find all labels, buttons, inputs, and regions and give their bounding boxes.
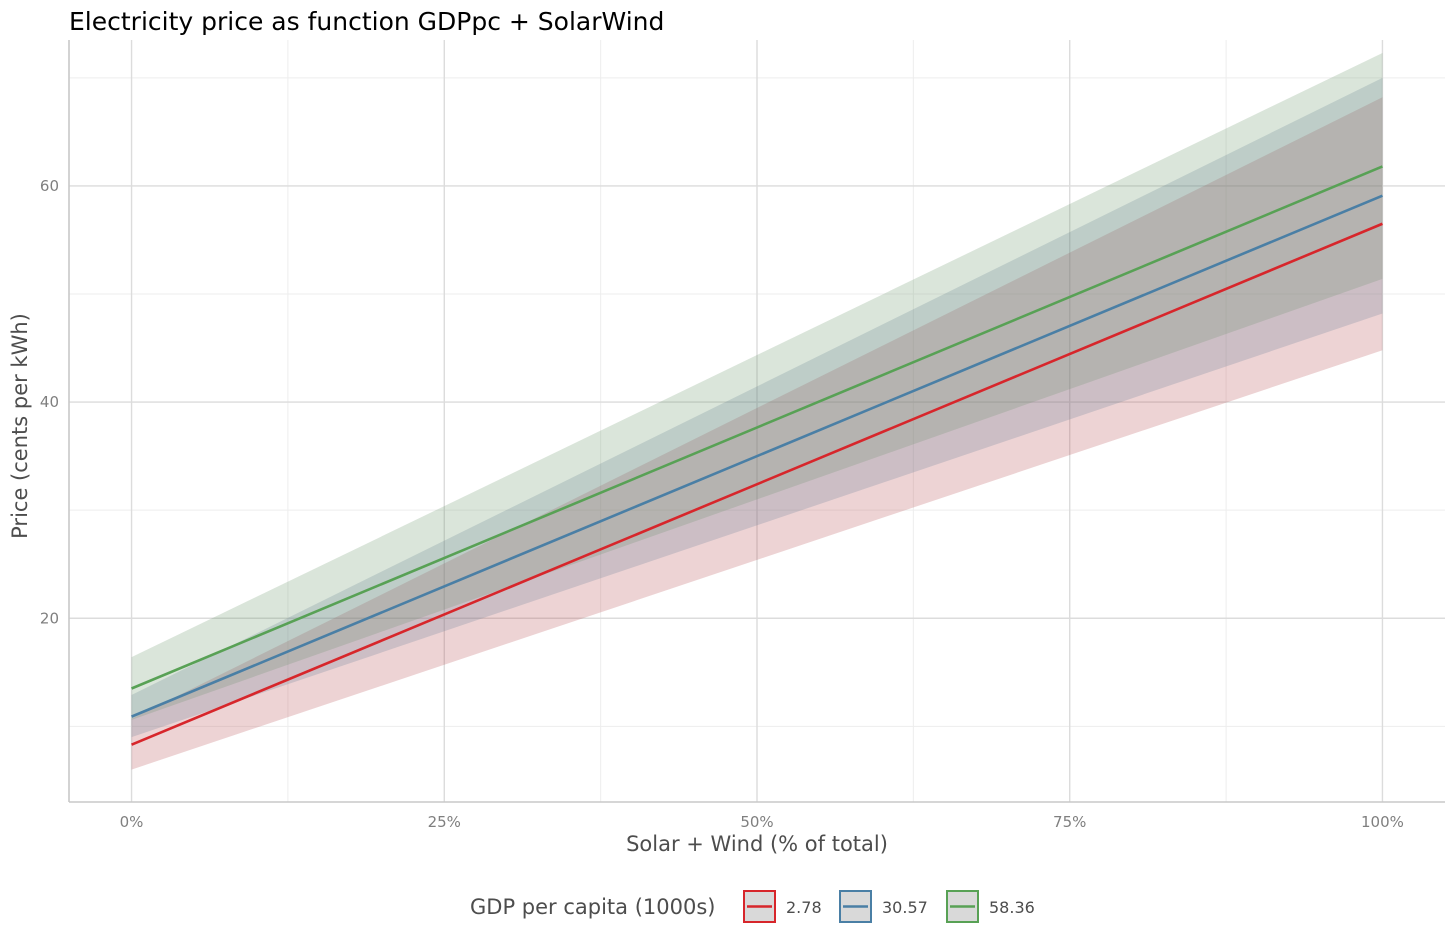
- confidence-band-2: [131, 52, 1383, 720]
- x-tick-label-4: 100%: [1361, 813, 1404, 831]
- x-tick-label-0: 0%: [120, 813, 144, 831]
- confidence-band-1: [131, 77, 1383, 738]
- axes: [68, 40, 1445, 803]
- x-tick-label-2: 50%: [740, 813, 773, 831]
- x-tick-label-3: 75%: [1053, 813, 1086, 831]
- series-line-2: [131, 165, 1383, 690]
- confidence-band-0: [131, 97, 1383, 770]
- y-tick-label-2: 60: [40, 177, 59, 195]
- x-axis-title: Solar + Wind (% of total): [626, 832, 888, 856]
- x-tick-label-1: 25%: [428, 813, 461, 831]
- legend: GDP per capita (1000s) 2.78 30.57 58.36: [470, 890, 1035, 923]
- confidence-bands: [131, 52, 1383, 770]
- series-line-1: [131, 194, 1383, 718]
- legend-label-0: 2.78: [786, 898, 822, 917]
- y-tick-label-0: 20: [40, 609, 59, 627]
- y-tick-labels: 20 40 60: [40, 177, 59, 627]
- x-tick-labels: 0% 25% 50% 75% 100%: [120, 813, 1404, 831]
- legend-label-2: 58.36: [989, 898, 1035, 917]
- legend-label-1: 30.57: [882, 898, 928, 917]
- legend-entry-1: 30.57: [839, 890, 928, 923]
- confidence-band-shade-1: [131, 77, 1383, 738]
- y-axis-title: Price (cents per kWh): [8, 313, 32, 539]
- legend-entry-0: 2.78: [743, 890, 822, 923]
- legend-entry-2: 58.36: [946, 890, 1035, 923]
- confidence-band-shade-0: [131, 97, 1383, 770]
- confidence-band-shade-2: [131, 52, 1383, 720]
- y-tick-label-1: 40: [40, 393, 59, 411]
- series-line-0: [131, 222, 1383, 746]
- series-lines: [131, 165, 1383, 746]
- legend-title: GDP per capita (1000s): [470, 895, 715, 919]
- chart-title: Electricity price as function GDPpc + So…: [69, 7, 664, 36]
- grid: [69, 40, 1445, 802]
